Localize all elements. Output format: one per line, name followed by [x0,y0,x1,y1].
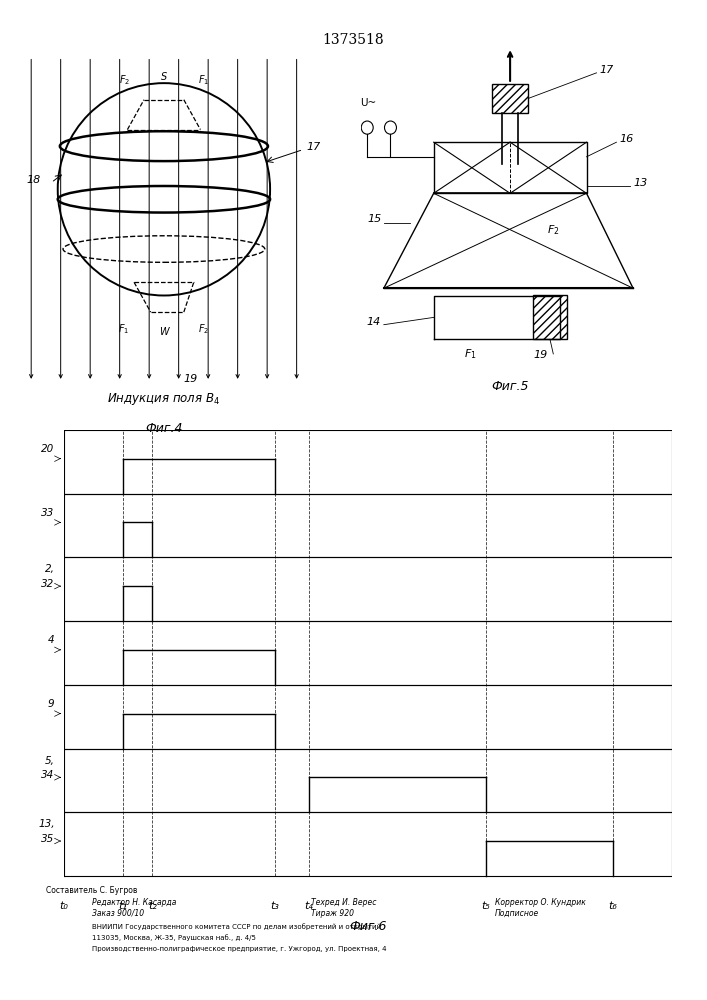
Text: 18: 18 [27,175,41,185]
Text: Заказ 900/10: Заказ 900/10 [92,909,144,918]
Text: t₀: t₀ [59,901,68,911]
Text: W: W [159,327,169,337]
Text: Техред И. Верес: Техред И. Верес [311,898,377,907]
Text: ВНИИПИ Государственного комитета СССР по делам изобретений и открытий: ВНИИПИ Государственного комитета СССР по… [92,923,381,930]
Text: Фиг.5: Фиг.5 [491,380,529,393]
Text: 14: 14 [366,317,380,327]
Text: 4: 4 [48,635,54,645]
Text: 33: 33 [41,508,54,518]
Text: 19: 19 [184,374,198,384]
Text: $F_2$: $F_2$ [547,223,559,237]
Text: t₁: t₁ [118,901,127,911]
Text: U~: U~ [361,98,377,108]
Text: t₅: t₅ [481,901,490,911]
Text: 34: 34 [41,770,54,780]
Text: Фиг.4: Фиг.4 [145,422,182,435]
Text: $F_2$: $F_2$ [198,322,209,336]
Text: 17: 17 [307,141,321,151]
Text: Индукция поля $B_4$: Индукция поля $B_4$ [107,391,221,407]
Text: Редактор Н. Касарда: Редактор Н. Касарда [92,898,176,907]
Text: t₄: t₄ [304,901,313,911]
Text: $F_1$: $F_1$ [119,322,129,336]
Text: Составитель С. Бугров: Составитель С. Бугров [46,886,138,895]
Text: Корректор О. Кундрик: Корректор О. Кундрик [495,898,586,907]
Text: t₃: t₃ [270,901,279,911]
Bar [533,296,566,339]
Text: 1373518: 1373518 [322,33,385,47]
Text: 9: 9 [48,699,54,709]
Text: Фиг.6: Фиг.6 [349,920,387,933]
Text: 13,: 13, [38,819,54,829]
Text: 13: 13 [633,178,648,188]
Text: 15: 15 [367,215,382,225]
Text: Тираж 920: Тираж 920 [311,909,354,918]
Text: 20: 20 [41,444,54,454]
Text: 35: 35 [41,834,54,844]
Text: $F_1$: $F_1$ [198,73,209,87]
Text: t₆: t₆ [608,901,617,911]
Text: 32: 32 [41,579,54,589]
Text: $F_2$: $F_2$ [119,73,129,87]
Text: 19: 19 [533,350,548,360]
Text: 2,: 2, [45,564,54,574]
Text: $F_1$: $F_1$ [464,348,477,361]
Text: Производственно-полиграфическое предприятие, г. Ужгород, ул. Проектная, 4: Производственно-полиграфическое предприя… [92,946,387,952]
Text: S: S [160,72,167,82]
Text: t₂: t₂ [148,901,157,911]
Text: 17: 17 [600,65,614,75]
Text: 16: 16 [620,134,634,144]
Text: 5,: 5, [45,756,54,766]
Text: Подписное: Подписное [495,909,539,918]
Bar [492,84,528,113]
Text: 113035, Москва, Ж-35, Раушская наб., д. 4/5: 113035, Москва, Ж-35, Раушская наб., д. … [92,934,256,941]
